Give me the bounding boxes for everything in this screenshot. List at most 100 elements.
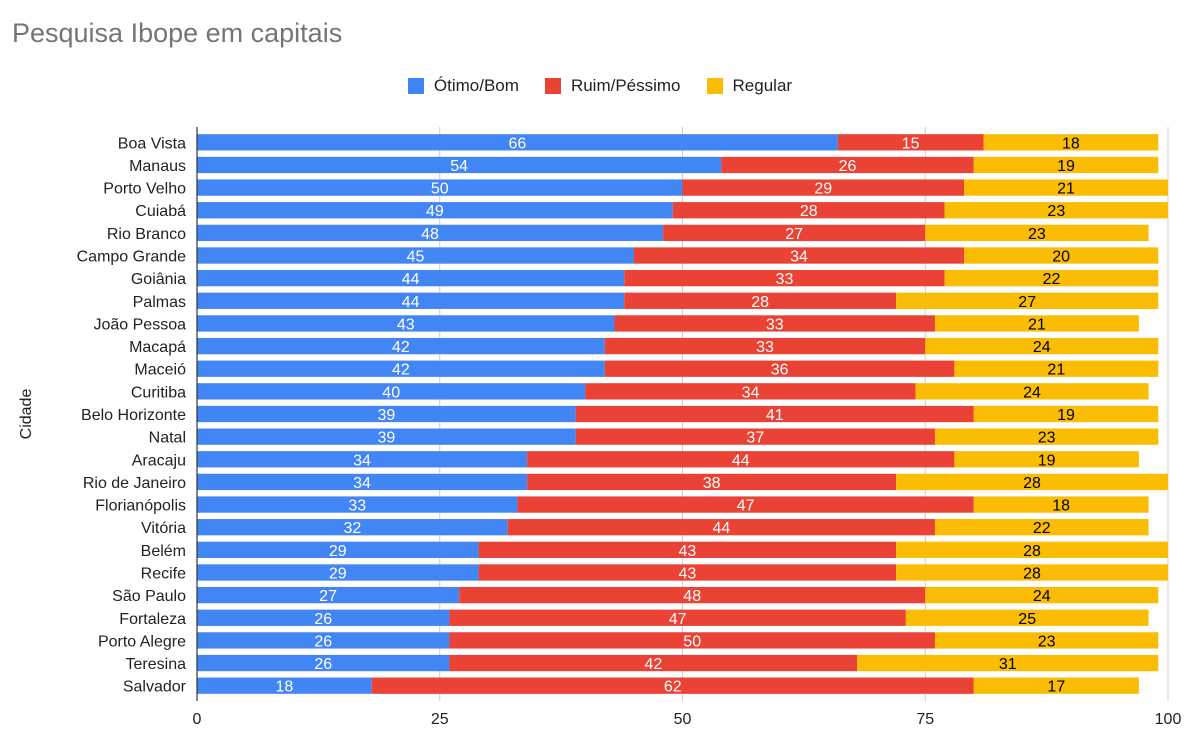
x-tick-label: 25 [431,711,449,728]
bar-segment[interactable] [197,134,838,151]
bar-segment[interactable] [197,292,625,309]
data-label: 43 [678,565,696,582]
category-label: Fortaleza [119,611,186,628]
bar-segment[interactable] [517,496,974,513]
bar-segment[interactable] [585,383,916,400]
bar-segment[interactable] [371,677,974,694]
bar-segment[interactable] [449,609,906,626]
bar-segment[interactable] [721,156,974,174]
bar-segment[interactable] [197,156,722,174]
bar-segment[interactable] [197,677,372,694]
bar-segment[interactable] [983,134,1159,151]
data-label: 29 [329,543,347,560]
data-label: 45 [407,249,425,266]
bar-segment[interactable] [197,609,450,626]
bar-segment[interactable] [197,541,479,558]
bar-segment[interactable] [197,270,625,287]
bar-segment[interactable] [527,473,897,491]
x-tick-label: 100 [1155,711,1182,728]
bar-segment[interactable] [197,586,460,604]
category-label: Boa Vista [118,135,186,152]
data-label: 43 [678,543,696,560]
bar-segment[interactable] [197,179,683,196]
bar-segment[interactable] [944,270,1159,287]
bar-segment[interactable] [197,496,518,513]
bar-segment[interactable] [449,654,858,672]
bar-segment[interactable] [934,428,1159,445]
bar-segment[interactable] [896,473,1168,491]
bar-segment[interactable] [896,541,1168,558]
bar-segment[interactable] [604,337,926,355]
bar-segment[interactable] [624,292,897,309]
bar-segment[interactable] [197,383,586,400]
bar-segment[interactable] [197,519,508,536]
bar-segment[interactable] [954,451,1139,468]
bar-segment[interactable] [197,473,528,491]
bar-segment[interactable] [663,224,926,242]
bar-segment[interactable] [575,428,935,445]
bar-segment[interactable] [925,224,1149,242]
bar-segment[interactable] [197,202,673,219]
bar-segment[interactable] [197,247,634,264]
bar-segment[interactable] [964,247,1159,264]
data-label: 43 [397,316,415,333]
bar-segment[interactable] [478,541,897,558]
bar-segment[interactable] [604,360,955,377]
bar-segment[interactable] [925,586,1159,604]
bar-segment[interactable] [197,632,450,649]
bar-segment[interactable] [633,247,965,264]
bar-segment[interactable] [973,677,1139,694]
data-label: 33 [766,316,784,333]
bar-segment[interactable] [459,586,926,604]
bar-segment[interactable] [672,202,945,219]
category-label: Cuiabá [135,203,186,220]
bar-segment[interactable] [944,202,1168,219]
data-label: 41 [766,407,784,424]
bar-segment[interactable] [896,564,1168,581]
bar-segment[interactable] [973,496,1149,513]
bar-segment[interactable] [197,337,605,355]
legend-item-otimo-bom[interactable]: Ótimo/Bom [407,76,519,96]
bar-segment[interactable] [837,134,984,151]
data-label: 21 [1028,316,1046,333]
bar-segment[interactable] [973,405,1159,423]
bar-segment[interactable] [614,315,935,332]
category-label: João Pessoa [93,316,186,333]
bar-segment[interactable] [624,270,945,287]
bar-segment[interactable] [682,179,965,196]
bar-segment[interactable] [905,609,1149,626]
bar-segment[interactable] [527,451,955,468]
bar-segment[interactable] [449,632,935,649]
bar-segment[interactable] [896,292,1159,309]
legend-item-ruim-pessimo[interactable]: Ruim/Péssimo [544,76,681,96]
bar-segment[interactable] [575,405,974,423]
bar-segment[interactable] [197,405,576,423]
bar-segment[interactable] [197,654,450,672]
bar-segment[interactable] [478,564,897,581]
data-label: 42 [392,362,410,379]
bar-segment[interactable] [197,451,528,468]
bar-segment[interactable] [973,156,1159,174]
bar-segment[interactable] [197,428,576,445]
bar-segment[interactable] [964,179,1168,196]
bar-segment[interactable] [197,315,615,332]
bar-segment[interactable] [507,519,935,536]
bar-segment[interactable] [197,360,605,377]
data-label: 24 [1033,588,1051,605]
bar-segment[interactable] [857,654,1159,672]
data-label: 25 [1018,611,1036,628]
legend-item-regular[interactable]: Regular [706,76,792,96]
data-label: 28 [800,203,818,220]
bar-segment[interactable] [954,360,1159,377]
bar-segment[interactable] [197,564,479,581]
bar-segment[interactable] [197,224,664,242]
bar-segment[interactable] [934,315,1139,332]
bar-segment[interactable] [934,519,1149,536]
data-label: 34 [742,384,760,401]
bar-segment[interactable] [915,383,1149,400]
data-label: 29 [814,181,832,198]
bar-segment[interactable] [934,632,1159,649]
data-label: 54 [450,158,468,175]
data-label: 19 [1057,158,1075,175]
bar-segment[interactable] [925,337,1159,355]
